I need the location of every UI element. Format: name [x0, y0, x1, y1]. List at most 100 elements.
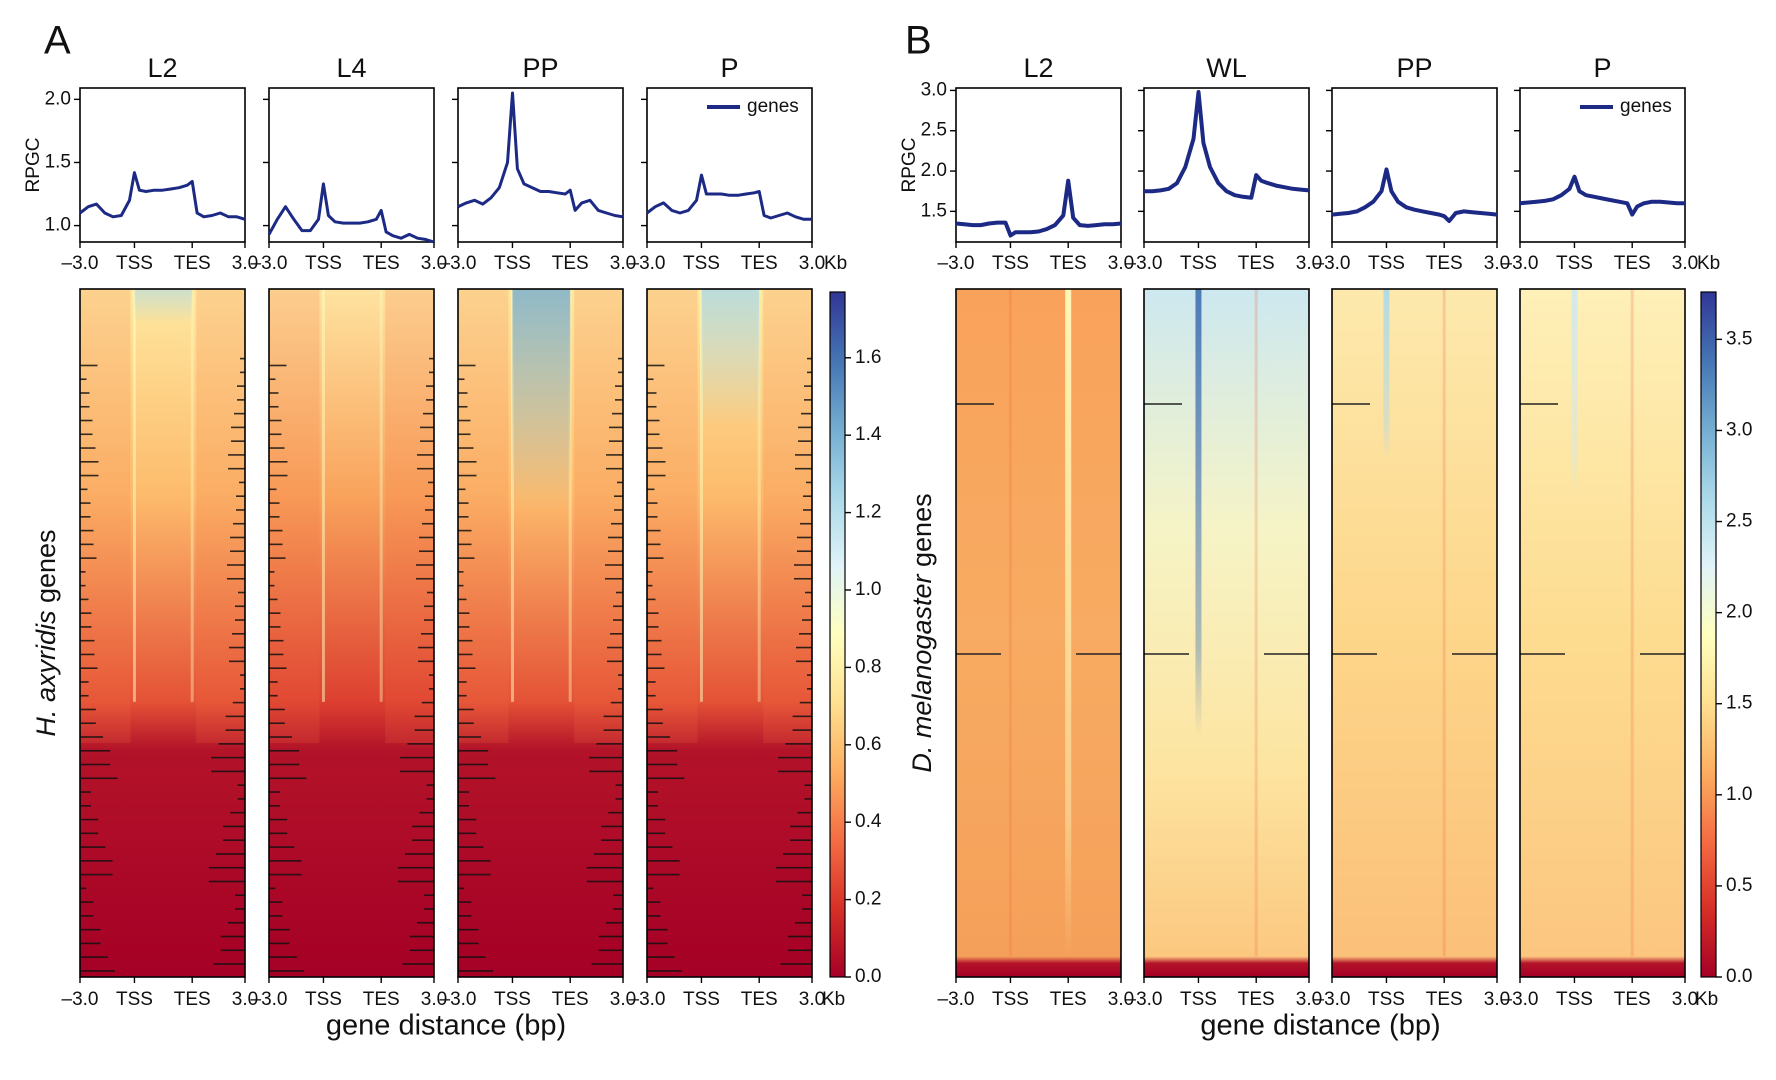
heatmap-gap [458, 694, 467, 697]
heatmap-frame [268, 288, 435, 978]
heatmap-gap [458, 749, 489, 752]
heatmap-gap [802, 908, 812, 910]
heatmap-gap [269, 419, 282, 422]
heatmap-gap [458, 461, 477, 463]
heatmap-gap [647, 887, 654, 890]
heatmap-stripe [1383, 289, 1390, 461]
heatmap-gap [612, 412, 623, 415]
heatmap-gap [423, 412, 434, 415]
heatmap-gap [407, 743, 434, 745]
heatmap-gap [420, 440, 434, 442]
heatmap-gap [615, 784, 623, 786]
heatmap-gap [458, 928, 479, 931]
heatmap-stripe [379, 289, 383, 702]
heatmap-gap [647, 543, 661, 546]
heatmap-gap [402, 963, 434, 965]
x-tick-label: –3.0 [62, 989, 99, 1010]
heatmap-gap [269, 653, 284, 656]
heatmap-gap [414, 729, 434, 731]
heatmap-gap [427, 591, 434, 594]
heatmap-gap [80, 887, 87, 890]
heatmap-gap [647, 708, 663, 711]
heatmap-gap [400, 756, 434, 759]
heatmap-gap [80, 653, 95, 656]
heatmap-gap [647, 364, 665, 367]
colorbar-tick-label: 0.6 [855, 734, 881, 755]
heatmap-gap [230, 811, 245, 814]
profile-line [79, 171, 246, 221]
heatmap-gap [237, 399, 245, 401]
heatmap-gap [647, 653, 662, 656]
heatmap-gap [647, 873, 680, 876]
heatmap-gap [458, 419, 471, 422]
heatmap-label: genes [907, 493, 937, 567]
heatmap-gap [796, 660, 812, 663]
heatmap-gap [647, 461, 666, 463]
x-axis-label: gene distance (bp) [326, 1010, 566, 1042]
heatmap-species: H. axyridis [31, 611, 61, 737]
subplot-title: PP [522, 53, 558, 83]
heatmap-stripe [1008, 289, 1012, 957]
colorbar-tick-label: 1.6 [855, 347, 881, 368]
heatmap-frame [646, 288, 813, 978]
x-tick-label: TES [174, 253, 211, 274]
heatmap-gap [269, 502, 280, 504]
heatmap-gap [608, 811, 623, 814]
heatmap-gap [458, 956, 486, 958]
heatmap-gap [80, 694, 89, 697]
legend-label: genes [1620, 96, 1672, 117]
heatmap-gap [227, 564, 245, 566]
heatmap-gap [458, 405, 468, 408]
heatmap-gap [647, 818, 666, 821]
heatmap-gap [80, 392, 90, 394]
x-axis-label: gene distance (bp) [1200, 1010, 1440, 1042]
heatmap-gap [601, 825, 623, 828]
heatmap-gap [236, 495, 245, 497]
x-tick-label: TES [174, 989, 211, 1010]
heatmap-top [512, 289, 571, 510]
heatmap-gap [458, 543, 472, 546]
heatmap-gap [80, 763, 111, 766]
profile-line [1144, 90, 1310, 200]
heatmap-gap [80, 667, 98, 669]
heatmap-gap [615, 798, 623, 800]
x-tick-label: –3.0 [1126, 989, 1163, 1010]
heatmap-gap [800, 522, 812, 525]
heatmap-gap [220, 935, 245, 938]
x-tick-label: 3.0 [799, 989, 825, 1010]
heatmap-stripe [1630, 289, 1634, 957]
heatmap-gap [787, 949, 812, 952]
heatmap-gap [424, 908, 434, 910]
heatmap-gap [80, 474, 99, 477]
x-tick-label: TSS [683, 253, 720, 274]
x-tick-label: 3.0 [421, 989, 447, 1010]
x-tick-label: 3.0 [232, 253, 258, 274]
heatmap-gap [458, 832, 477, 835]
heatmap-gap [228, 921, 245, 924]
x-tick-label: TES [1050, 253, 1087, 274]
heatmap-gap [240, 674, 245, 676]
x-tick-label: TES [1426, 253, 1463, 274]
heatmap-gap [458, 529, 472, 532]
heatmap-gap [269, 433, 282, 436]
heatmap-gap [269, 736, 292, 738]
heatmap-gap [269, 805, 280, 807]
heatmap-gap [458, 653, 473, 656]
heatmap-gap [794, 577, 812, 580]
heatmap-top [134, 289, 193, 324]
x-unit: Kb [822, 989, 845, 1010]
heatmap-gap [458, 447, 474, 449]
panel-letter: A [44, 19, 71, 63]
heatmap-gap [228, 467, 245, 470]
heatmap-gap [420, 426, 434, 429]
heatmap-gap [647, 722, 663, 725]
heatmap-gap [804, 798, 812, 800]
heatmap-gap [269, 901, 283, 903]
heatmap-y-label: H. axyridis genes [31, 529, 61, 736]
heatmap-y-label: D. melanogaster genes [907, 493, 937, 772]
heatmap-gap [787, 935, 812, 938]
heatmap-gap [647, 860, 680, 862]
x-tick-label: –3.0 [440, 253, 477, 274]
heatmap-gap [647, 928, 668, 931]
heatmap-gap [240, 357, 245, 360]
